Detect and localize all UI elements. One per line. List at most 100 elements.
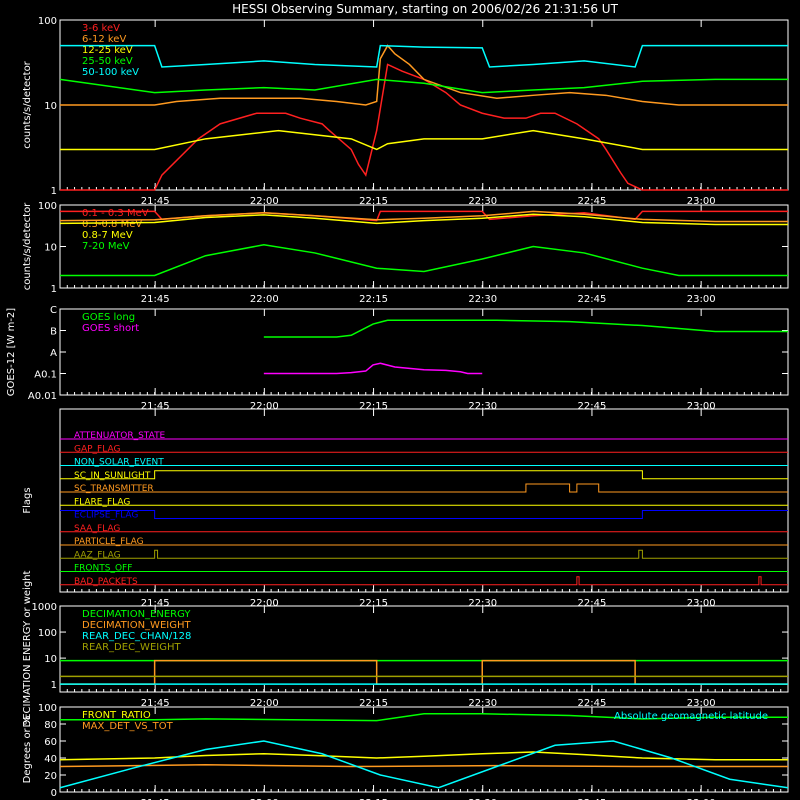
legend-label: FRONT_RATIO [82, 710, 151, 721]
x-tick-label: 22:15 [359, 698, 388, 709]
x-tick-label: 23:00 [687, 196, 716, 207]
y-tick-label: 1 [51, 680, 57, 691]
flag-label: ECLIPSE_FLAG [74, 511, 138, 521]
series-line [59, 78, 788, 94]
x-tick-label: 21:45 [141, 196, 170, 207]
flag-line [60, 483, 788, 493]
y-tick-label: 10 [44, 101, 57, 112]
legend-label: 0.1 - 0.3 MeV [82, 208, 149, 219]
series-line [59, 751, 788, 761]
legend-label: 6-12 keV [82, 34, 126, 45]
panel-ratios: 0 20 40 60 80 100 Degrees or % 21:45 22:00 22:15 2… [22, 703, 789, 800]
series-line [60, 713, 788, 722]
x-tick-label: 22:00 [250, 598, 279, 609]
legend-label: MAX_DET_VS_TOT [82, 721, 174, 732]
x-tick-label: 21:45 [141, 401, 170, 412]
legend-label: 7-20 MeV [82, 241, 130, 252]
y-tick-label: 20 [44, 771, 57, 782]
series-line [59, 210, 788, 223]
x-tick-label: 23:00 [687, 294, 716, 305]
x-tick-label: 23:00 [687, 698, 716, 709]
legend-label: REAR_DEC_CHAN/128 [82, 631, 191, 642]
flag-line [60, 549, 788, 559]
x-tick-label: 22:00 [250, 401, 279, 412]
flag-label: PARTICLE_FLAG [74, 537, 144, 547]
series-line [59, 764, 788, 768]
series-line [60, 129, 788, 151]
y-tick-label: 1 [51, 186, 57, 197]
flag-line [60, 576, 788, 586]
x-tick-label: 22:00 [250, 196, 279, 207]
y-tick-label: 0 [51, 788, 57, 799]
x-tick-label: 22:00 [250, 798, 279, 800]
series-line [60, 63, 788, 191]
legend-label: GOES long [82, 312, 135, 323]
y-tick-label: A0.1 [34, 370, 57, 381]
y-tick-label: 100 [38, 628, 57, 639]
y-tick-label: A [50, 348, 57, 359]
flag-label: NON_SOLAR_EVENT [74, 458, 164, 468]
x-tick-label: 22:30 [468, 294, 497, 305]
y-tick-label: 1 [51, 284, 57, 295]
y-tick-label: 100 [38, 201, 57, 212]
flag-label: FRONTS_OFF [74, 564, 132, 574]
x-tick-label: 23:00 [687, 798, 716, 800]
x-tick-label: 22:45 [578, 798, 607, 800]
legend-label: 25-50 keV [82, 56, 133, 67]
panel-goes: CBA A0.1 A0.01 GOES-12 [W m-2] 21:45 22:00 22:… [6, 305, 789, 412]
x-tick-label: 22:00 [250, 294, 279, 305]
flag-label: SC_TRANSMITTER [74, 484, 154, 494]
x-tick-label: 22:15 [359, 196, 388, 207]
x-tick-label: 22:15 [359, 401, 388, 412]
series-line [263, 319, 788, 338]
x-tick-label: 21:45 [141, 798, 170, 800]
legend-label: Absolute geomagnetic latitude [614, 711, 768, 722]
flag-label: SAA_FLAG [74, 524, 120, 534]
legend-label: GOES short [82, 323, 139, 334]
flag-label: ATTENUATOR_STATE [74, 431, 166, 441]
y-tick-label: 1000 [32, 602, 57, 613]
flag-label: BAD_PACKETS [74, 577, 138, 587]
y-tick-label: C [50, 305, 57, 316]
y-axis-label: DECIMATION ENERGY or weight [22, 570, 33, 727]
legend-label: 0.3-0.8 MeV [82, 219, 142, 230]
x-tick-label: 21:45 [141, 698, 170, 709]
legend-label: REAR_DEC_WEIGHT [82, 642, 181, 653]
x-tick-label: 22:45 [578, 401, 607, 412]
y-tick-label: 60 [44, 737, 57, 748]
x-tick-label: 22:30 [468, 598, 497, 609]
y-axis-label: Degrees or % [22, 716, 33, 784]
x-tick-label: 22:30 [468, 401, 497, 412]
figure-title: HESSI Observing Summary, starting on 200… [232, 2, 618, 16]
series-line [60, 244, 788, 277]
x-tick-label: 22:15 [359, 294, 388, 305]
y-tick-label: 10 [44, 654, 57, 665]
y-tick-label: 80 [44, 720, 57, 731]
y-axis-label: GOES-12 [W m-2] [6, 308, 17, 396]
flag-line [60, 470, 788, 480]
x-tick-label: 22:00 [250, 698, 279, 709]
flag-label: AAZ_FLAG [74, 550, 121, 560]
legend-label: DECIMATION_WEIGHT [82, 620, 191, 631]
y-tick-label: 10 [44, 243, 57, 254]
flag-label: FLARE_FLAG [74, 497, 130, 507]
x-tick-label: 22:45 [578, 294, 607, 305]
y-tick-label: A0.01 [28, 391, 57, 402]
series-line [59, 213, 788, 226]
y-axis-label: counts/s/detector [22, 202, 33, 290]
series-line [60, 44, 788, 68]
legend-label: 12-25 keV [82, 45, 133, 56]
x-tick-label: 22:45 [578, 698, 607, 709]
x-tick-label: 22:45 [578, 598, 607, 609]
legend-label: 3-6 keV [82, 23, 120, 34]
panel-lightcurves: 1 10 100 counts/s/detector 21:45 22:00 22:15 22… [22, 16, 789, 207]
series-line [59, 740, 789, 789]
y-axis-label: Flags [22, 487, 33, 513]
x-tick-label: 22:30 [468, 196, 497, 207]
panel-flags: Flags 21:45 22:00 22:15 22:30 22:45 23:00 ATTEN… [22, 408, 789, 609]
flag-label: SC_IN_SUNLIGHT [74, 471, 151, 481]
